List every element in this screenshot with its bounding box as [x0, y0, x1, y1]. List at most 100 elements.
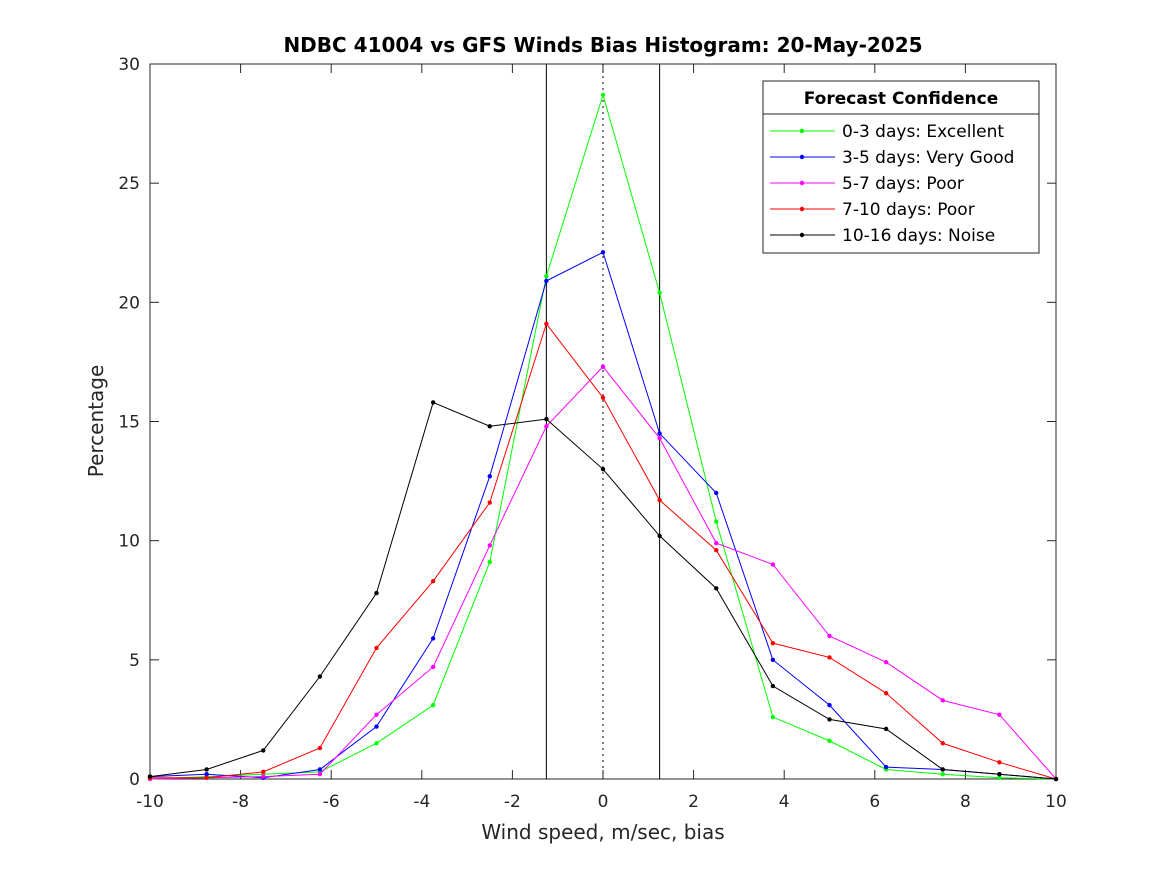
data-point [261, 748, 266, 753]
legend-item: 5-7 days: Poor [770, 174, 964, 194]
plot-area: -10 -8 -6 -4 -2 0 2 4 6 8 10 0 5 10 15 20 25 30 [118, 55, 1066, 812]
data-point [940, 698, 945, 703]
y-tick-label: 5 [129, 651, 140, 671]
data-point [374, 724, 379, 729]
data-point [600, 250, 606, 255]
data-point [600, 466, 606, 472]
data-point [374, 645, 379, 651]
data-point [487, 559, 492, 565]
x-axis-label: Wind speed, m/sec, bias [481, 820, 724, 844]
data-point [487, 543, 492, 548]
data-point [997, 760, 1002, 765]
data-point [317, 772, 323, 777]
data-point [827, 633, 832, 639]
data-point [487, 500, 492, 505]
data-point [430, 400, 436, 405]
data-point [657, 435, 662, 441]
data-point [883, 764, 889, 770]
data-point [374, 712, 379, 717]
x-tick-label: 2 [688, 792, 699, 812]
data-point [544, 273, 549, 279]
data-point [261, 774, 266, 779]
data-point [204, 772, 209, 777]
legend: Forecast Confidence 0-3 days: Excellent 3… [762, 80, 1040, 254]
y-tick-label: 25 [118, 174, 140, 194]
data-point [374, 590, 379, 596]
data-point [770, 714, 776, 720]
data-point [544, 321, 549, 326]
data-point [430, 702, 436, 708]
data-point [430, 578, 436, 584]
x-tick-label: -4 [413, 792, 430, 812]
data-point [544, 416, 549, 422]
data-point [714, 586, 719, 591]
data-point [997, 775, 1002, 781]
data-point [600, 395, 606, 400]
legend-label: 10-16 days: Noise [842, 226, 995, 246]
legend-label: 3-5 days: Very Good [842, 148, 1014, 168]
legend-swatch-marker [799, 154, 805, 160]
y-axis-label: Percentage [84, 365, 108, 478]
x-tick-label: 4 [779, 792, 790, 812]
y-tick-label: 20 [118, 293, 140, 313]
data-point [714, 519, 719, 524]
x-tick-label: 6 [869, 792, 880, 812]
legend-label: 0-3 days: Excellent [842, 122, 1004, 142]
data-point [827, 738, 832, 744]
data-point [714, 490, 719, 496]
legend-label: 7-10 days: Poor [842, 200, 975, 220]
data-point [770, 657, 776, 663]
legend-title: Forecast Confidence [804, 89, 999, 109]
y-tick-label: 10 [118, 532, 140, 552]
legend-swatch-marker [799, 128, 805, 134]
data-point [317, 674, 323, 679]
legend-box [762, 80, 1040, 254]
data-point [544, 278, 549, 284]
legend-item: 7-10 days: Poor [770, 200, 975, 220]
x-tick-label: -10 [136, 792, 164, 812]
data-point [487, 424, 492, 429]
data-point [883, 660, 889, 665]
data-point [487, 474, 492, 479]
x-tick-label: -6 [323, 792, 340, 812]
data-point [997, 772, 1002, 777]
data-point [714, 548, 719, 553]
data-point [657, 290, 662, 295]
data-point [827, 717, 832, 722]
series-3 [147, 321, 1059, 782]
data-point [317, 745, 323, 751]
data-point [827, 702, 832, 708]
data-point [940, 767, 945, 772]
data-point [600, 364, 606, 369]
data-point [430, 636, 436, 641]
legend-swatch-marker [799, 206, 805, 212]
data-point [827, 655, 832, 660]
y-tick-label: 15 [118, 413, 140, 433]
x-tick-label: -2 [504, 792, 521, 812]
data-point [997, 712, 1002, 717]
legend-swatch-marker [799, 232, 805, 238]
data-point [204, 767, 209, 772]
data-point [544, 424, 549, 429]
y-tick-label: 30 [118, 55, 140, 75]
data-point [1053, 776, 1059, 782]
chart-title: NDBC 41004 vs GFS Winds Bias Histogram: … [283, 33, 922, 57]
data-point [940, 772, 945, 777]
data-point [657, 497, 662, 503]
x-tick-label: 10 [1045, 792, 1067, 812]
y-tick-label: 0 [129, 770, 140, 790]
legend-swatch-marker [799, 180, 805, 186]
data-point [147, 774, 153, 779]
data-point [374, 741, 379, 746]
data-point [883, 726, 889, 732]
data-point [770, 562, 776, 567]
series-4 [147, 400, 1059, 782]
data-point [940, 741, 945, 746]
data-point [770, 683, 776, 689]
data-point [714, 540, 719, 546]
data-point [657, 431, 662, 436]
data-point [430, 664, 436, 670]
legend-item: 0-3 days: Excellent [770, 122, 1004, 142]
legend-items: 0-3 days: Excellent 3-5 days: Very Good 5-… [770, 122, 1014, 246]
data-point [600, 92, 606, 98]
